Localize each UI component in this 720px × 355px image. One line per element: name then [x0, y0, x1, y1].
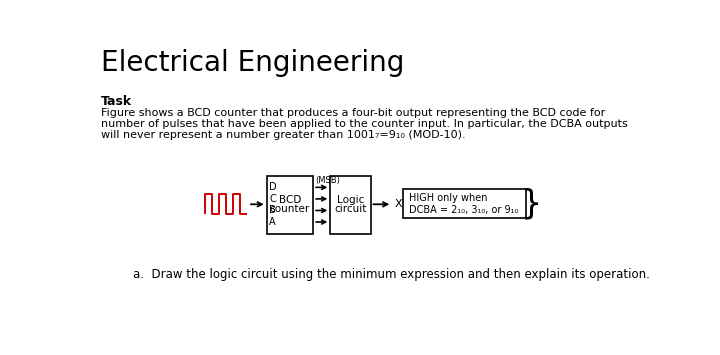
- Text: number of pulses that have been applied to the counter input. In particular, the: number of pulses that have been applied …: [101, 119, 628, 129]
- Text: Task: Task: [101, 95, 132, 108]
- Text: }: }: [521, 188, 541, 221]
- Text: will never represent a number greater than 1001₇=9₁₀ (MOD-10).: will never represent a number greater th…: [101, 130, 465, 140]
- Bar: [266, 176, 313, 234]
- Text: Logic: Logic: [337, 195, 364, 205]
- Bar: [330, 176, 371, 234]
- Text: D: D: [269, 182, 276, 192]
- Text: Figure shows a BCD counter that produces a four-bit output representing the BCD : Figure shows a BCD counter that produces…: [101, 108, 605, 118]
- Text: C: C: [269, 194, 276, 204]
- Text: (MSB): (MSB): [315, 176, 340, 185]
- Text: B: B: [269, 206, 276, 215]
- Text: Electrical Engineering: Electrical Engineering: [101, 49, 404, 77]
- Text: HIGH only when: HIGH only when: [409, 193, 488, 203]
- Text: A: A: [269, 217, 276, 227]
- Text: BCD: BCD: [279, 195, 301, 205]
- Text: DCBA = 2₁₀, 3₁₀, or 9₁₀: DCBA = 2₁₀, 3₁₀, or 9₁₀: [409, 206, 518, 215]
- Text: circuit: circuit: [334, 204, 366, 214]
- Text: X: X: [395, 198, 402, 208]
- Text: counter: counter: [270, 204, 310, 214]
- Text: a.  Draw the logic circuit using the minimum expression and then explain its ope: a. Draw the logic circuit using the mini…: [132, 268, 649, 281]
- Bar: [403, 189, 526, 218]
